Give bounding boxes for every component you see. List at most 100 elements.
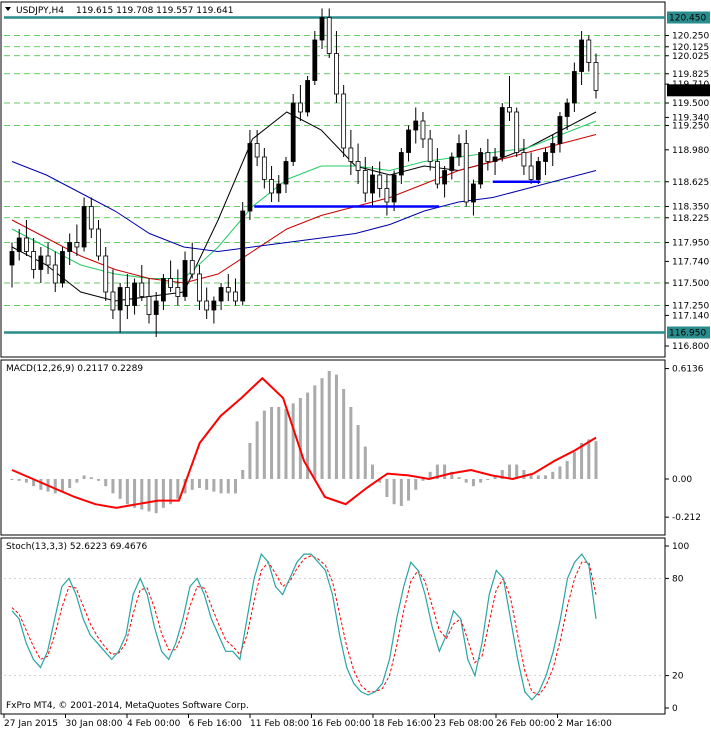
macd-histogram-bar xyxy=(32,479,36,487)
price-axis-label: 118.625 xyxy=(672,178,709,188)
macd-histogram-bar xyxy=(370,464,374,479)
macd-histogram-bar xyxy=(104,479,108,487)
macd-histogram-bar xyxy=(363,446,367,479)
candle-body xyxy=(319,17,325,41)
candle-body xyxy=(103,255,109,293)
macd-histogram-bar xyxy=(291,403,295,479)
candle-body xyxy=(456,143,462,158)
macd-histogram-bar xyxy=(24,479,28,483)
price-axis-label: 116.950 xyxy=(669,329,706,339)
time-axis: 27 Jan 2015 30 Jan 08:00 4 Feb 00:00 6 Feb … xyxy=(3,714,613,729)
macd-histogram-bar xyxy=(399,479,403,506)
macd-histogram-bar xyxy=(176,479,180,499)
macd-histogram-bar xyxy=(262,410,266,479)
macd-histogram-bar xyxy=(594,441,598,479)
macd-histogram-bar xyxy=(414,479,418,490)
stoch-axis-label: 20 xyxy=(672,672,684,682)
macd-y-axis: 0.6136 0.00 -0.212 xyxy=(665,365,704,523)
candle-body xyxy=(247,143,253,212)
macd-histogram-bar xyxy=(205,479,209,490)
macd-histogram-bar xyxy=(161,479,165,508)
macd-histogram-bar xyxy=(392,479,396,505)
candle-body xyxy=(514,111,520,153)
candle-body xyxy=(571,71,577,104)
macd-histogram-bar xyxy=(111,479,115,494)
macd-histogram-bar xyxy=(270,407,274,479)
time-axis-label: 27 Jan 2015 xyxy=(4,719,58,729)
macd-histogram-bar xyxy=(500,470,504,479)
candle-body xyxy=(398,152,404,176)
moving-averages xyxy=(11,111,597,302)
candle-body xyxy=(204,300,210,311)
candle-body xyxy=(355,161,361,171)
candle-body xyxy=(377,174,383,189)
candle-body xyxy=(420,120,426,140)
candle-body xyxy=(384,188,390,203)
candle-body xyxy=(283,161,289,185)
candle-body xyxy=(463,143,469,203)
candle-body xyxy=(290,102,296,162)
candle-body xyxy=(406,129,411,153)
candle-body xyxy=(175,287,181,297)
candle-body xyxy=(225,287,231,293)
macd-histogram-bar xyxy=(190,479,194,490)
candle-body xyxy=(146,296,152,315)
stoch-y-axis: 100 80 20 0 xyxy=(665,542,689,714)
stoch-main-line xyxy=(11,552,597,701)
candle-body xyxy=(254,143,260,158)
candle-body xyxy=(442,170,447,185)
price-label-box xyxy=(667,326,710,339)
macd-histogram-bar xyxy=(140,479,144,510)
macd-histogram-bar xyxy=(536,475,540,479)
time-axis-label: 16 Feb 00:00 xyxy=(312,719,371,729)
macd-histogram-bar xyxy=(421,479,425,481)
macd-histogram-bar xyxy=(349,407,353,479)
macd-histogram-bar xyxy=(298,398,302,479)
macd-histogram-bar xyxy=(219,479,223,494)
macd-histogram-bar xyxy=(443,464,447,479)
macd-histogram-bar xyxy=(284,408,288,479)
macd-histogram-bar xyxy=(378,479,382,483)
macd-histogram-bar xyxy=(515,464,519,479)
time-axis-label: 4 Feb 00:00 xyxy=(127,719,181,729)
macd-histogram-bar xyxy=(154,479,158,514)
macd-histogram-bar xyxy=(169,479,173,505)
candle-body xyxy=(16,237,22,252)
candle-body xyxy=(45,255,51,266)
macd-histogram-bar xyxy=(507,464,511,479)
macd-histogram-bar xyxy=(234,479,238,494)
candle-body xyxy=(189,260,195,275)
candle-body xyxy=(370,174,375,194)
candle-body xyxy=(261,156,267,180)
candle-body xyxy=(233,291,238,302)
macd-panel-frame xyxy=(0,359,666,536)
collapse-triangle-icon[interactable] xyxy=(5,7,11,11)
price-axis-label: 117.500 xyxy=(672,279,709,289)
candle-body xyxy=(9,251,15,266)
candle-body xyxy=(168,278,174,288)
price-axis-label: 118.980 xyxy=(672,146,709,156)
candles[interactable] xyxy=(9,8,599,338)
candle-body xyxy=(132,282,137,306)
price-axis-label: 117.140 xyxy=(672,311,709,321)
time-axis-label: 2 Mar 16:00 xyxy=(558,719,613,729)
macd-histogram-bar xyxy=(450,471,454,479)
candle-body xyxy=(240,210,246,302)
stoch-title: Stoch(13,3,3) 52.6223 69.4676 xyxy=(6,542,147,552)
price-axis-label: 119.641 xyxy=(669,86,706,96)
macd-histogram-bar xyxy=(522,470,526,479)
candle-body xyxy=(593,62,599,91)
candle-body xyxy=(492,156,498,162)
price-axis-label: 119.250 xyxy=(672,122,709,132)
price-axis-label: 118.350 xyxy=(672,203,709,213)
macd-histogram-bar xyxy=(226,479,230,494)
macd-histogram-bar xyxy=(10,479,14,480)
price-axis-label: 117.740 xyxy=(672,257,709,267)
candle-body xyxy=(579,39,584,72)
macd-axis-label: 0.6136 xyxy=(672,365,704,375)
candle-body xyxy=(96,228,101,257)
macd-histogram-bar xyxy=(558,466,562,479)
candle-body xyxy=(52,264,58,284)
macd-histogram-bar xyxy=(471,479,475,487)
candle-body xyxy=(38,255,44,270)
